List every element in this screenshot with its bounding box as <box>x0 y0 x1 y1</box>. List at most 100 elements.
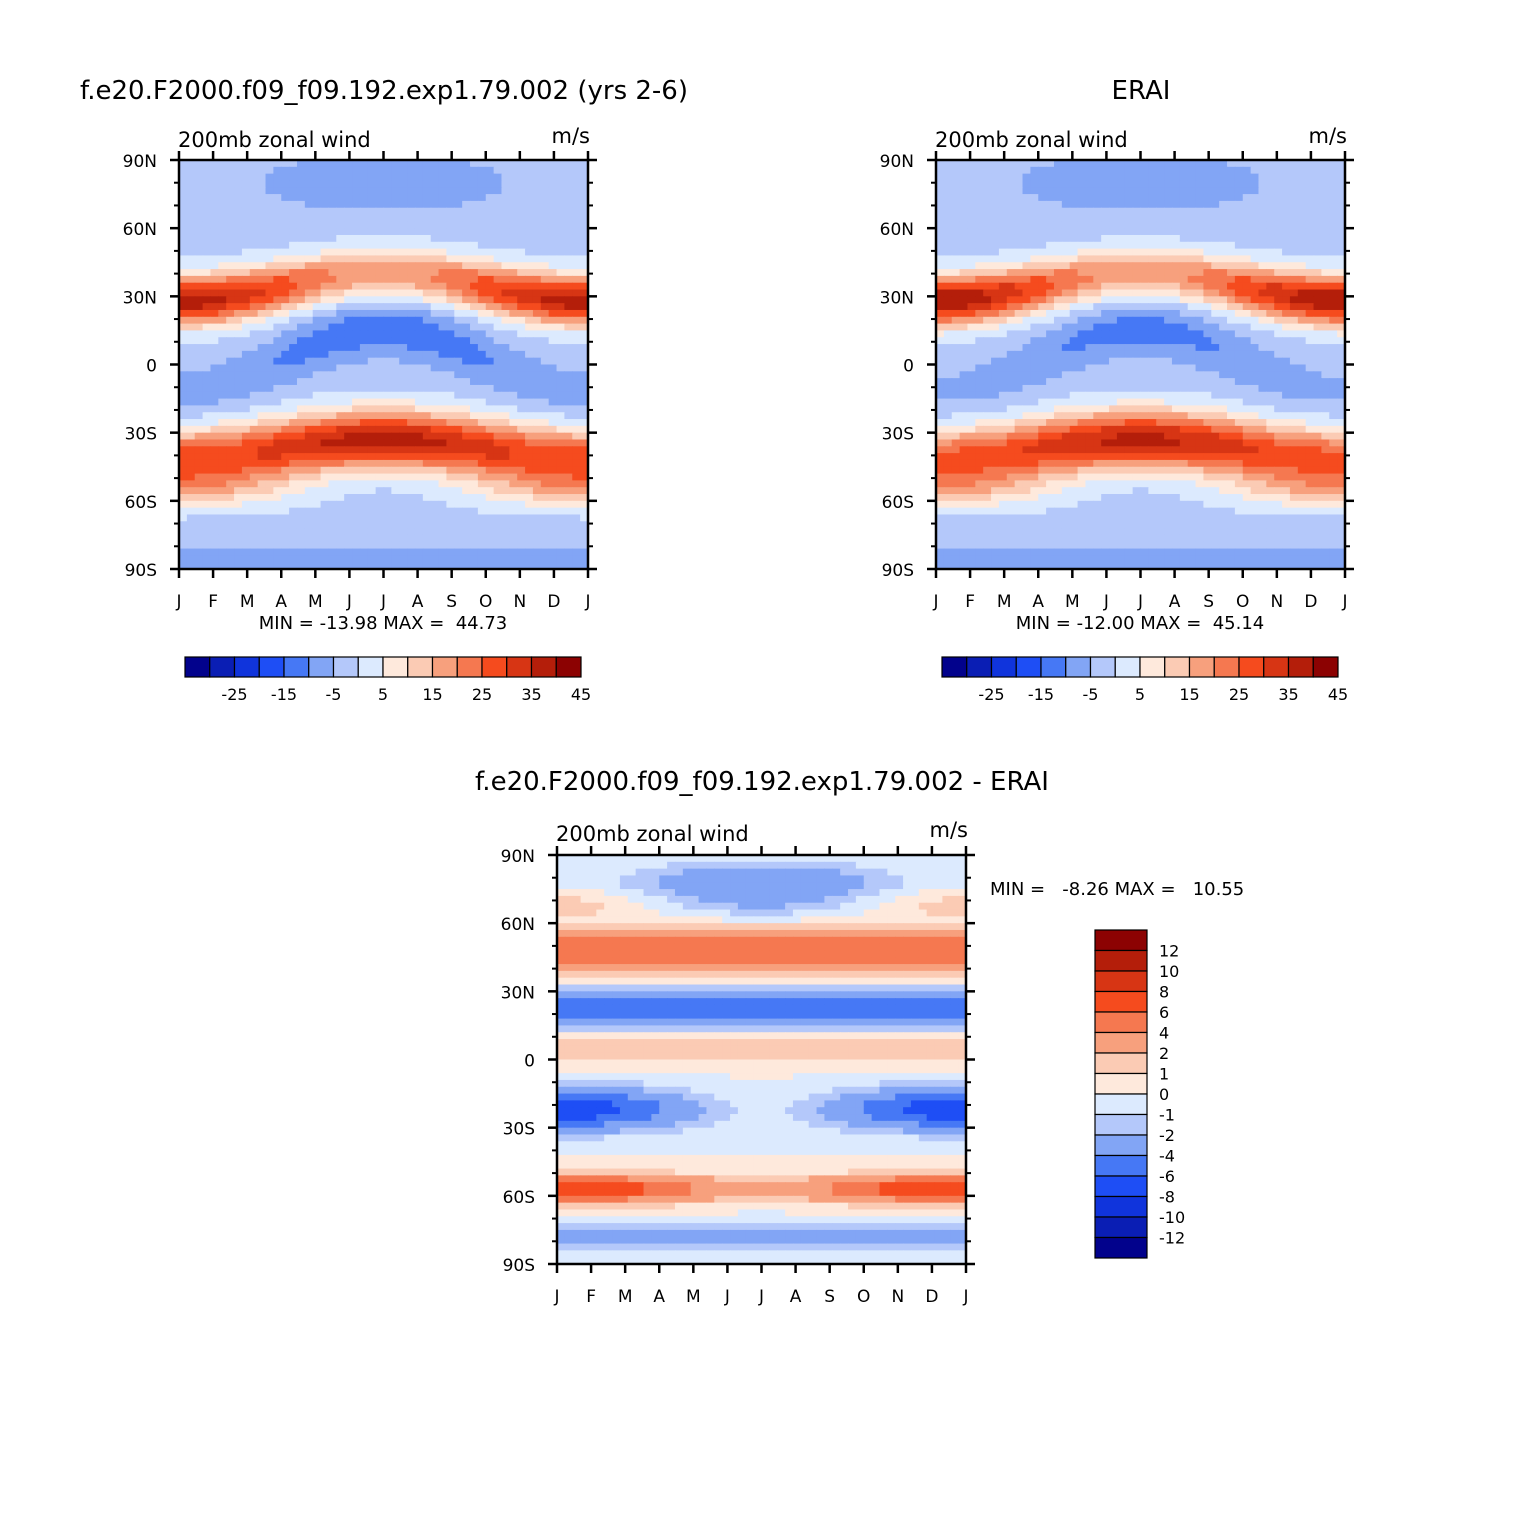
contour-cell <box>998 214 1008 222</box>
contour-cell <box>273 384 282 393</box>
contour-cell <box>580 405 589 413</box>
contour-cell <box>407 378 416 386</box>
contour-cell <box>289 248 298 257</box>
contour-cell <box>1337 337 1346 345</box>
contour-cell <box>556 555 566 563</box>
contour-cell <box>1203 221 1212 229</box>
contour-cell <box>1006 262 1016 270</box>
contour-cell <box>991 289 1000 297</box>
contour-cell <box>1148 228 1157 236</box>
contour-cell <box>234 344 243 352</box>
contour-cell <box>359 453 369 461</box>
contour-cell <box>540 337 550 345</box>
contour-cell <box>564 548 573 556</box>
contour-cell <box>991 316 1000 325</box>
contour-cell <box>1069 337 1079 345</box>
contour-cell <box>564 439 573 447</box>
contour-cell <box>454 391 463 400</box>
contour-cell <box>1179 234 1189 243</box>
contour-cell <box>1164 180 1173 188</box>
contour-cell <box>179 289 188 297</box>
contour-cell <box>257 555 267 563</box>
contour-cell <box>572 425 581 434</box>
contour-cell <box>399 398 408 406</box>
contour-cell <box>1313 350 1323 359</box>
contour-cell <box>1250 350 1260 359</box>
contour-cell <box>1195 221 1205 229</box>
contour-cell <box>430 214 440 222</box>
contour-cell <box>312 405 322 413</box>
contour-cell <box>951 275 961 284</box>
colorbar-box <box>283 656 310 678</box>
contour-cell <box>548 534 558 543</box>
contour-cell <box>281 378 290 386</box>
contour-cell <box>344 378 353 386</box>
contour-cell <box>548 262 558 270</box>
colorbar-box <box>382 656 409 678</box>
contour-cell <box>1258 289 1267 297</box>
contour-cell <box>375 432 385 441</box>
contour-cell <box>210 521 219 529</box>
contour-cell <box>328 528 337 536</box>
contour-cell <box>202 432 212 441</box>
contour-cell <box>304 200 314 209</box>
contour-cell <box>296 207 306 216</box>
contour-cell <box>951 228 961 236</box>
contour-cell <box>975 350 984 359</box>
contour-cell <box>1258 234 1267 243</box>
contour-cell <box>1061 364 1071 372</box>
contour-cell <box>1038 337 1047 345</box>
contour-cell <box>1187 296 1197 304</box>
contour-cell <box>540 166 550 175</box>
contour-cell <box>312 207 322 216</box>
contour-cell <box>202 350 212 359</box>
contour-cell <box>1305 357 1315 366</box>
contour-cell <box>257 514 267 522</box>
contour-cell <box>1297 323 1307 332</box>
contour-cell <box>186 337 196 345</box>
contour-cell <box>1313 289 1323 297</box>
contour-cell <box>336 391 345 400</box>
contour-cell <box>1046 200 1055 209</box>
contour-cell <box>352 241 361 250</box>
contour-cell <box>226 337 235 345</box>
contour-cell <box>1006 357 1016 366</box>
contour-cell <box>983 262 992 270</box>
contour-cell <box>975 344 984 352</box>
contour-cell <box>540 289 550 297</box>
contour-cell <box>375 391 385 400</box>
contour-cell <box>446 275 455 284</box>
contour-cell <box>1022 357 1031 366</box>
contour-cell <box>328 398 337 406</box>
contour-cell <box>1337 269 1346 277</box>
contour-cell <box>493 207 503 216</box>
contour-cell <box>194 398 204 406</box>
contour-cell <box>540 371 550 379</box>
contour-cell <box>1124 384 1134 393</box>
contour-cell <box>1242 187 1252 195</box>
contour-cell <box>281 173 290 182</box>
contour-cell <box>1187 289 1197 297</box>
contour-cell <box>430 350 440 359</box>
contour-cell <box>501 207 510 216</box>
contour-cell <box>281 282 290 291</box>
contour-cell <box>249 500 259 509</box>
contour-cell <box>375 562 385 570</box>
contour-cell <box>312 316 322 325</box>
contour-cell <box>532 180 542 188</box>
contour-cell <box>273 412 282 420</box>
contour-cell <box>493 269 503 277</box>
contour-cell <box>564 275 573 284</box>
contour-cell <box>1022 303 1031 311</box>
contour-cell <box>1195 187 1205 195</box>
contour-cell <box>391 534 400 543</box>
contour-cell <box>1234 378 1244 386</box>
contour-cell <box>375 344 385 352</box>
contour-cell <box>1038 194 1047 202</box>
contour-cell <box>241 344 251 352</box>
contour-cell <box>407 303 416 311</box>
contour-cell <box>352 330 361 338</box>
contour-cell <box>1140 323 1149 332</box>
contour-cell <box>320 350 330 359</box>
contour-cell <box>194 521 204 529</box>
